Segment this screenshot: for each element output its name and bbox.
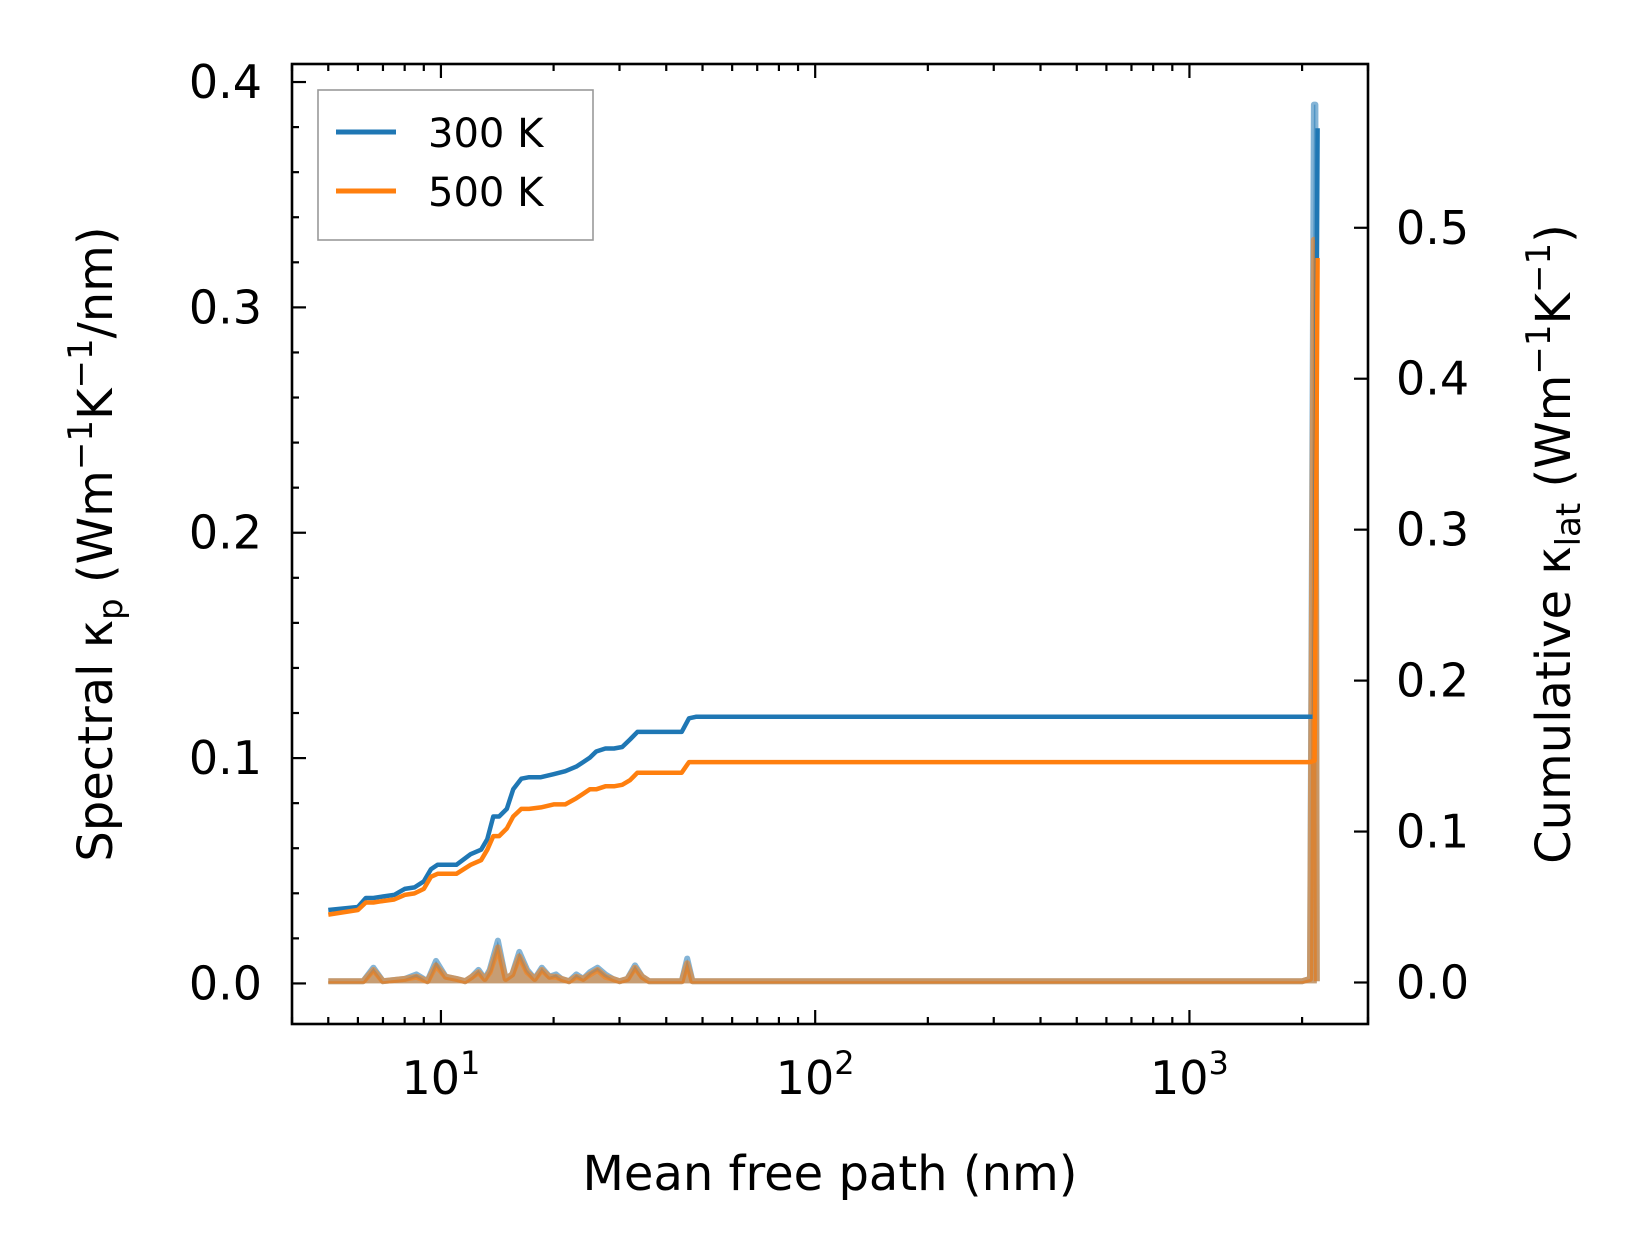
right-y-tick-label: 0.5	[1396, 201, 1469, 255]
left-y-tick-label: 0.0	[189, 956, 262, 1010]
left-y-tick-label: 0.3	[189, 280, 262, 334]
left-y-tick-label: 0.1	[189, 731, 262, 785]
right-y-tick-label: 0.4	[1396, 352, 1469, 406]
spectral-line-500k	[328, 236, 1320, 985]
left-y-tick-label: 0.4	[189, 55, 262, 109]
x-axis-title: Mean free path (nm)	[583, 1146, 1078, 1202]
cumulative-line-500k	[327, 257, 1320, 917]
legend: 300 K 500 K	[317, 89, 594, 241]
cumulative-line-300k	[328, 128, 1320, 913]
legend-label-500k: 500 K	[428, 170, 545, 216]
right-y-tick-label: 0.3	[1396, 503, 1469, 557]
right-axis-title: Cumulative κlat (Wm−1K−1)	[1519, 224, 1589, 864]
x-tick-label: 103	[1150, 1044, 1229, 1105]
right-y-tick-label: 0.1	[1396, 805, 1469, 859]
legend-label-300k: 300 K	[428, 111, 545, 157]
right-y-tick-label: 0.2	[1396, 654, 1469, 708]
plot-area	[327, 101, 1320, 985]
left-axis-title: Spectral κp (Wm−1K−1/nm)	[61, 226, 131, 861]
x-tick-label: 101	[401, 1044, 480, 1105]
left-y-tick-label: 0.2	[189, 506, 262, 560]
axes-frame	[290, 62, 1370, 1026]
axes-ticks: 101 102 103 0.0 0.1 0.2 0.3 0.4 0.0 0.1 0.2 0.3 0.4 0…	[189, 55, 1469, 1105]
x-tick-label: 102	[776, 1044, 855, 1105]
legend-box	[317, 89, 594, 241]
right-y-tick-label: 0.0	[1396, 955, 1469, 1009]
